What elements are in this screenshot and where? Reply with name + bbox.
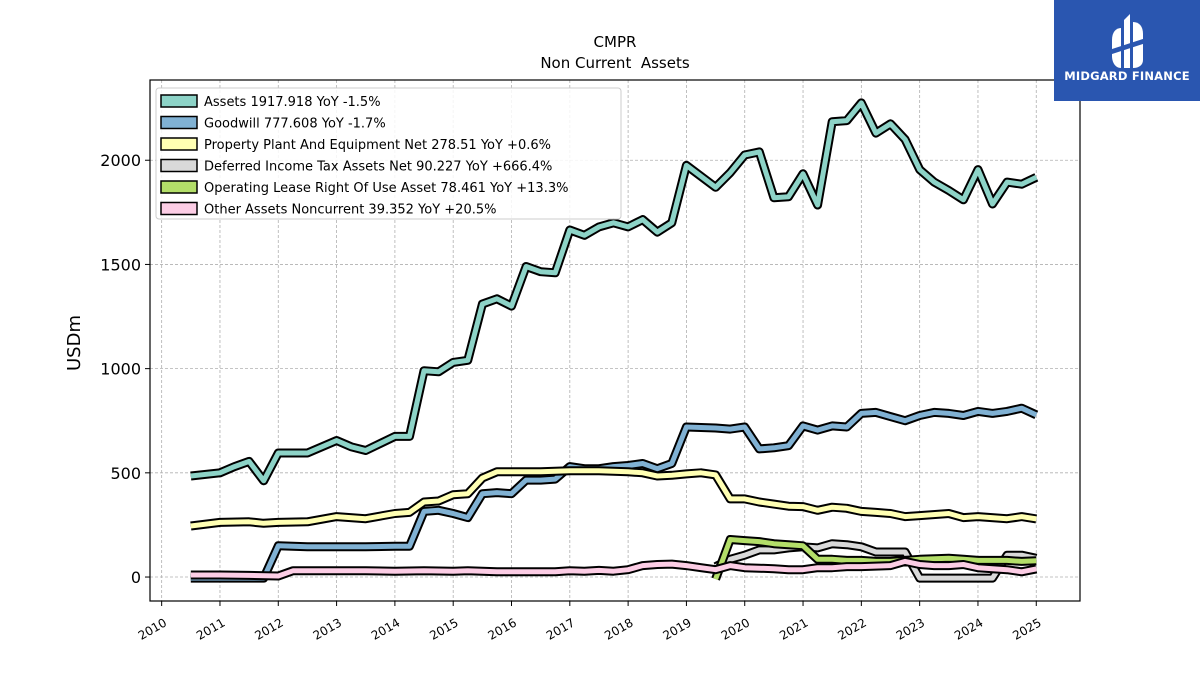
y-tick-label-1: 500	[110, 464, 141, 483]
legend-box	[155, 87, 622, 220]
x-tick-label-12: 2022	[835, 615, 868, 642]
series-4	[711, 535, 1037, 581]
series-0	[190, 98, 1039, 486]
x-tick-label-10: 2020	[719, 615, 752, 642]
legend-label-4: Operating Lease Right Of Use Asset 78.46…	[204, 181, 568, 196]
series-3	[713, 539, 1038, 583]
legend-swatch-4	[160, 180, 198, 194]
y-tick-label-3: 1500	[100, 255, 141, 274]
legend-label-5: Other Assets Noncurrent 39.352 YoY +20.5…	[204, 203, 496, 218]
x-tick-label-2: 2012	[252, 615, 285, 642]
series-line-2	[190, 468, 1037, 529]
series-5	[190, 556, 1038, 581]
brand-name: MIDGARD FINANCE	[1064, 69, 1190, 83]
series-line-3	[714, 541, 1037, 581]
legend-item: Property Plant And Equipment Net 278.51 …	[160, 137, 551, 153]
legend-item: Assets 1917.918 YoY -1.5%	[160, 94, 381, 110]
legend-item: Operating Lease Right Of Use Asset 78.46…	[160, 180, 568, 196]
x-tick-label-7: 2017	[544, 615, 577, 642]
grid	[150, 80, 1080, 601]
legend-label-0: Assets 1917.918 YoY -1.5%	[204, 95, 381, 110]
legend-swatch-5	[160, 201, 198, 216]
brand-logo: MIDGARD FINANCE	[1054, 0, 1200, 101]
x-tick-label-9: 2019	[660, 615, 693, 642]
y-tick-label-0: 0	[131, 568, 141, 587]
legend-swatch-1	[160, 115, 198, 130]
legend-label-3: Deferred Income Tax Assets Net 90.227 Yo…	[204, 160, 552, 175]
x-tick-label-13: 2023	[894, 615, 927, 642]
midgard-logo-icon	[1109, 14, 1146, 68]
y-axis-label: USDm	[64, 315, 85, 371]
series-line-5	[190, 558, 1037, 579]
x-tick-label-1: 2011	[194, 615, 227, 642]
x-tick-label-3: 2013	[311, 615, 344, 642]
legend-swatch-2	[160, 137, 198, 151]
plot-lines	[190, 98, 1039, 583]
y-tick-label-4: 2000	[100, 151, 141, 170]
x-tick-label-14: 2024	[952, 615, 985, 642]
plot-frame	[149, 79, 1081, 602]
y-tick-label-2: 1000	[100, 360, 141, 379]
legend-item: Goodwill 777.608 YoY -1.7%	[160, 115, 386, 132]
x-tick-label-0: 2010	[136, 615, 169, 642]
series-line-4	[713, 537, 1037, 580]
series-line-0	[190, 100, 1038, 484]
x-tick-label-4: 2014	[369, 615, 402, 642]
legend: Assets 1917.918 YoY -1.5% Goodwill 777.60…	[155, 87, 622, 220]
legend-swatch-0	[160, 94, 198, 108]
series-2	[190, 466, 1038, 531]
x-tick-label-5: 2015	[427, 615, 460, 642]
chart-subtitle: Non Current Assets	[540, 54, 690, 72]
legend-label-2: Property Plant And Equipment Net 278.51 …	[204, 138, 551, 153]
x-tick-label-8: 2018	[602, 615, 635, 642]
chart-title: CMPR	[594, 33, 637, 51]
legend-swatch-3	[160, 158, 198, 173]
legend-label-1: Goodwill 777.608 YoY -1.7%	[204, 117, 386, 132]
x-tick-label-6: 2016	[486, 615, 519, 642]
series-1	[190, 403, 1039, 583]
x-tick-label-15: 2025	[1010, 615, 1043, 642]
series-line-1	[190, 405, 1038, 581]
legend-item: Deferred Income Tax Assets Net 90.227 Yo…	[160, 158, 552, 175]
legend-item: Other Assets Noncurrent 39.352 YoY +20.5…	[160, 201, 496, 218]
x-tick-label-11: 2021	[777, 615, 810, 642]
